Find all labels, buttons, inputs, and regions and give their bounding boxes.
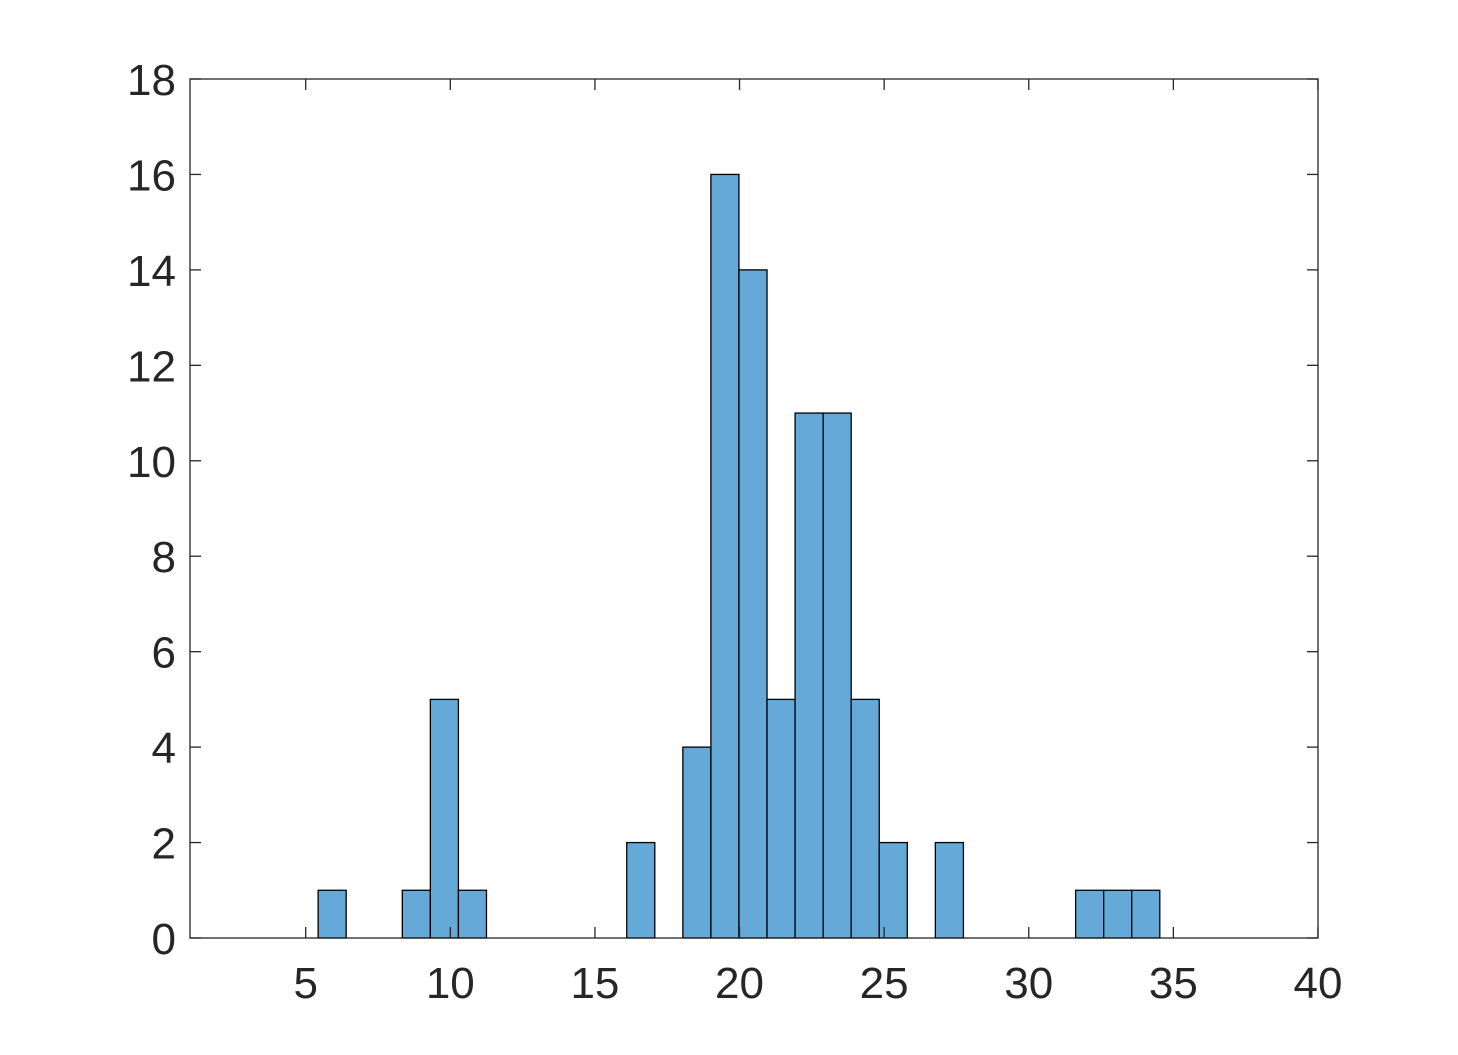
- histogram-bar-3: [457, 889, 488, 939]
- histogram-bar-7: [738, 269, 768, 939]
- y-tick-label-10: 10: [127, 438, 176, 487]
- x-tick-label-5: 5: [293, 959, 317, 1008]
- histogram-bar-2: [429, 698, 460, 939]
- histogram-bar-13: [934, 841, 965, 939]
- histogram-bar-6: [710, 173, 740, 939]
- histogram-bar-10: [822, 412, 852, 939]
- histogram-bar-8: [766, 698, 796, 939]
- histogram-bar-15: [1103, 889, 1133, 939]
- x-tick-label-25: 25: [860, 959, 909, 1008]
- y-axis-tick-labels: 0 2 4 6 8 10 12 14 16 18: [127, 56, 176, 964]
- x-tick-label-30: 30: [1004, 959, 1053, 1008]
- y-tick-label-18: 18: [127, 56, 176, 105]
- y-tick-label-12: 12: [127, 342, 176, 391]
- y-tick-label-14: 14: [127, 247, 176, 296]
- histogram-bar-14: [1074, 889, 1105, 939]
- histogram-bar-1: [401, 889, 432, 939]
- y-tick-label-4: 4: [152, 724, 176, 773]
- x-tick-label-40: 40: [1294, 959, 1343, 1008]
- x-tick-label-15: 15: [570, 959, 619, 1008]
- y-tick-label-16: 16: [127, 151, 176, 200]
- x-tick-label-35: 35: [1149, 959, 1198, 1008]
- y-tick-label-0: 0: [152, 915, 176, 964]
- plot-frame: [189, 78, 1319, 939]
- x-tick-label-20: 20: [715, 959, 764, 1008]
- histogram-bar-0: [317, 889, 347, 939]
- histogram-bar-4: [626, 841, 656, 939]
- histogram-bar-11: [850, 698, 880, 939]
- y-tick-label-2: 2: [152, 820, 176, 869]
- histogram-bar-16: [1131, 889, 1161, 939]
- y-tick-label-6: 6: [152, 629, 176, 678]
- histogram-bar-12: [878, 841, 908, 939]
- histogram-bars: [317, 173, 1161, 939]
- histogram-bar-5: [682, 746, 712, 939]
- y-tick-label-8: 8: [152, 533, 176, 582]
- x-tick-label-10: 10: [426, 959, 475, 1008]
- x-axis-tick-labels: 5 10 15 20 25 30 35 40: [293, 959, 1342, 1008]
- histogram-bar-9: [794, 412, 824, 939]
